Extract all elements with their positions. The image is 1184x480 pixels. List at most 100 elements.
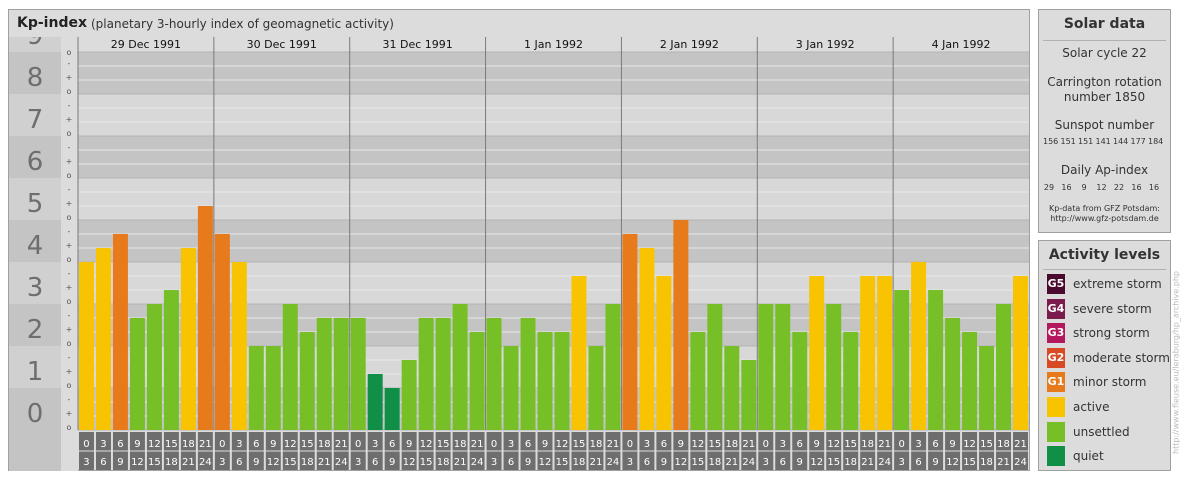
sunspot-value: 151 [1060, 137, 1076, 146]
day-label: 1 Jan 1992 [524, 38, 583, 51]
ap-value: 16 [1131, 183, 1142, 192]
y-minor-label: + [66, 157, 73, 166]
kp-bar [1013, 275, 1028, 430]
watermark-text: http://www.fleuse.eu/leraburg/hp_archive… [1171, 271, 1181, 454]
interval-end-label: 24 [199, 457, 212, 468]
interval-start-label: 21 [335, 439, 348, 450]
kp-bar [435, 317, 451, 430]
y-band-left [9, 304, 61, 346]
y-tick-label: 1 [27, 357, 44, 387]
activity-level-item: unsettled [1047, 421, 1167, 442]
kp-bar [962, 332, 978, 430]
y-band-left [9, 178, 61, 220]
interval-start-label: 6 [525, 439, 531, 450]
interval-end-label: 18 [573, 457, 586, 468]
kp-bar [537, 332, 553, 430]
interval-end-label: 21 [861, 457, 874, 468]
y-band-left [9, 52, 61, 94]
interval-end-label: 12 [674, 457, 687, 468]
y-minor-label: - [68, 185, 71, 194]
activity-level-item: active [1047, 397, 1167, 417]
y-minor-label: + [66, 241, 73, 250]
y-band-left [9, 430, 61, 471]
chart-title-bar: Kp-index (planetary 3-hourly index of ge… [9, 10, 1029, 36]
kp-bar [843, 332, 859, 430]
interval-end-label: 12 [267, 457, 280, 468]
interval-end-label: 9 [525, 457, 531, 468]
interval-end-label: 18 [844, 457, 857, 468]
interval-end-label: 12 [946, 457, 959, 468]
kp-bar [95, 248, 111, 430]
y-band [78, 94, 1029, 136]
interval-start-label: 18 [590, 439, 603, 450]
ap-title: Daily Ap-index [1060, 163, 1149, 177]
interval-end-label: 15 [148, 457, 161, 468]
interval-start-label: 21 [199, 439, 212, 450]
interval-start-label: 18 [997, 439, 1010, 450]
interval-start-label: 12 [284, 439, 297, 450]
kp-bar [384, 388, 400, 430]
activity-level-swatch [1047, 446, 1065, 467]
kp-bar [622, 233, 638, 430]
interval-start-label: 3 [236, 439, 242, 450]
kp-bar [979, 346, 995, 430]
interval-start-label: 3 [100, 439, 106, 450]
interval-end-label: 21 [725, 457, 738, 468]
interval-start-label: 0 [763, 439, 769, 450]
kp-bar [877, 275, 893, 430]
day-label: 29 Dec 1991 [111, 38, 181, 51]
activity-level-item: G4 severe storm [1047, 298, 1167, 319]
interval-end-label: 21 [590, 457, 603, 468]
interval-end-label: 21 [454, 457, 467, 468]
y-minor-label: - [68, 353, 71, 362]
activity-level-swatch: G2 [1047, 347, 1065, 368]
interval-end-label: 24 [335, 457, 348, 468]
kp-bar [809, 275, 825, 430]
kp-bar [265, 346, 281, 430]
solar-divider [1043, 40, 1166, 41]
kp-bar [911, 262, 927, 430]
activity-level-swatch [1047, 421, 1065, 442]
y-minor-label: o [67, 213, 72, 222]
day-label: 2 Jan 1992 [660, 38, 719, 51]
interval-end-label: 18 [301, 457, 314, 468]
ap-value: 12 [1096, 183, 1107, 192]
kp-bar [180, 248, 196, 430]
kp-bar [79, 262, 94, 430]
kp-bar [282, 304, 298, 430]
y-minor-label: + [66, 73, 73, 82]
kp-bar [520, 317, 536, 430]
kp-bar [792, 332, 808, 430]
solar-data-panel: Solar data Solar cycle 22 Carrington rot… [1038, 9, 1171, 233]
kp-bar [928, 290, 944, 430]
activity-level-label: severe storm [1073, 301, 1152, 316]
minor-label-column [61, 37, 78, 471]
y-band-left [9, 388, 61, 430]
interval-end-label: 18 [980, 457, 993, 468]
interval-start-label: 3 [372, 439, 378, 450]
ap-value: 29 [1043, 183, 1055, 192]
kp-bar [571, 275, 587, 430]
y-minor-label: o [67, 87, 72, 96]
kp-bar [350, 317, 366, 430]
kp-bar [503, 346, 519, 430]
activity-level-label: minor storm [1073, 375, 1147, 390]
kp-bar [826, 304, 842, 430]
kp-bar [146, 304, 162, 430]
day-label: 3 Jan 1992 [796, 38, 855, 51]
y-band [78, 220, 1029, 262]
activity-level-label: extreme storm [1073, 277, 1162, 291]
kp-bar [112, 233, 128, 430]
interval-end-label: 9 [389, 457, 395, 468]
y-band-left [9, 37, 61, 52]
interval-start-label: 12 [963, 439, 976, 450]
y-tick-label: 9 [27, 37, 44, 51]
watermark: http://www.fleuse.eu/leraburg/hp_archive… [1172, 260, 1184, 470]
y-tick-label: 7 [27, 105, 44, 135]
sunspot-value: 144 [1113, 137, 1129, 146]
kp-bar [690, 332, 706, 430]
kp-bar [163, 290, 179, 430]
interval-start-label: 0 [83, 439, 89, 450]
kp-bar [469, 332, 485, 430]
interval-end-label: 18 [437, 457, 450, 468]
